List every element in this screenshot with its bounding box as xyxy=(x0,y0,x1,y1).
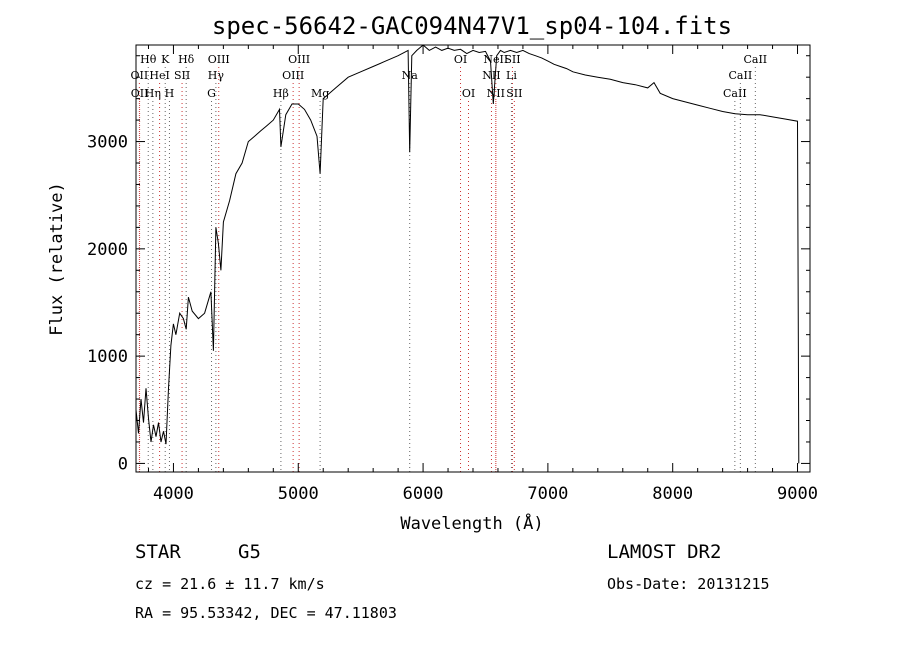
y-tick-label: 3000 xyxy=(87,133,128,153)
spectrum-line xyxy=(135,44,800,464)
marker-label-2: Hδ xyxy=(178,53,195,66)
marker-label-25: NII xyxy=(487,87,505,100)
marker-label-8: CaII xyxy=(743,53,767,66)
object-class: STAR xyxy=(135,541,181,563)
spectrum-plot: spec-56642-GAC094N47V1_sp04-104.fits Hθ K… xyxy=(47,12,818,534)
survey-name: LAMOST DR2 xyxy=(607,541,722,563)
y-tick-label: 1000 xyxy=(87,347,128,367)
coordinates: RA = 95.53342, DEC = 47.11803 xyxy=(135,604,397,622)
x-axis: 4000 5000 6000 7000 8000 9000 xyxy=(147,45,818,504)
marker-label-19: Hη xyxy=(145,87,161,100)
marker-label-0: Hθ xyxy=(140,53,157,66)
x-tick-label: 5000 xyxy=(278,484,319,504)
marker-label-20: H xyxy=(165,87,175,100)
marker-label-11: SII xyxy=(174,69,190,82)
x-tick-label: 9000 xyxy=(777,484,818,504)
x-axis-label: Wavelength (Å) xyxy=(400,512,543,534)
marker-label-24: OI xyxy=(462,87,475,100)
observation-date: Obs-Date: 20131215 xyxy=(607,575,770,593)
marker-label-4: OIII xyxy=(288,53,310,66)
marker-label-9: OII xyxy=(131,69,149,82)
chart-title: spec-56642-GAC094N47V1_sp04-104.fits xyxy=(212,12,732,40)
marker-label-23: Mg xyxy=(311,87,329,100)
marker-label-1: K xyxy=(161,53,170,66)
marker-label-7: SII xyxy=(504,53,520,66)
marker-label-18: OII xyxy=(131,87,149,100)
redshift-velocity: cz = 21.6 ± 11.7 km/s xyxy=(135,575,325,593)
y-tick-label: 2000 xyxy=(87,240,128,260)
marker-label-3: OIII xyxy=(208,53,230,66)
marker-label-26: SII xyxy=(506,87,522,100)
marker-label-14: Na xyxy=(402,69,419,82)
marker-label-5: OI xyxy=(454,53,467,66)
plot-frame xyxy=(135,44,811,473)
marker-label-16: Li xyxy=(506,69,517,82)
object-subclass: G5 xyxy=(238,541,261,563)
marker-label-12: Hγ xyxy=(208,69,225,82)
marker-label-22: Hβ xyxy=(273,87,289,100)
y-tick-label: 0 xyxy=(118,454,128,474)
marker-label-10: HeI xyxy=(149,69,169,82)
marker-label-21: G xyxy=(207,87,216,100)
marker-label-6: NeII xyxy=(483,53,508,66)
y-axis-label: Flux (relative) xyxy=(47,182,67,336)
marker-label-13: OIII xyxy=(282,69,304,82)
y-axis: 0 1000 2000 3000 xyxy=(87,55,810,474)
x-tick-label: 6000 xyxy=(403,484,444,504)
marker-label-17: CaII xyxy=(729,69,753,82)
x-tick-label: 8000 xyxy=(652,484,693,504)
x-tick-label: 7000 xyxy=(527,484,568,504)
x-tick-label: 4000 xyxy=(153,484,194,504)
marker-label-27: CaII xyxy=(723,87,747,100)
